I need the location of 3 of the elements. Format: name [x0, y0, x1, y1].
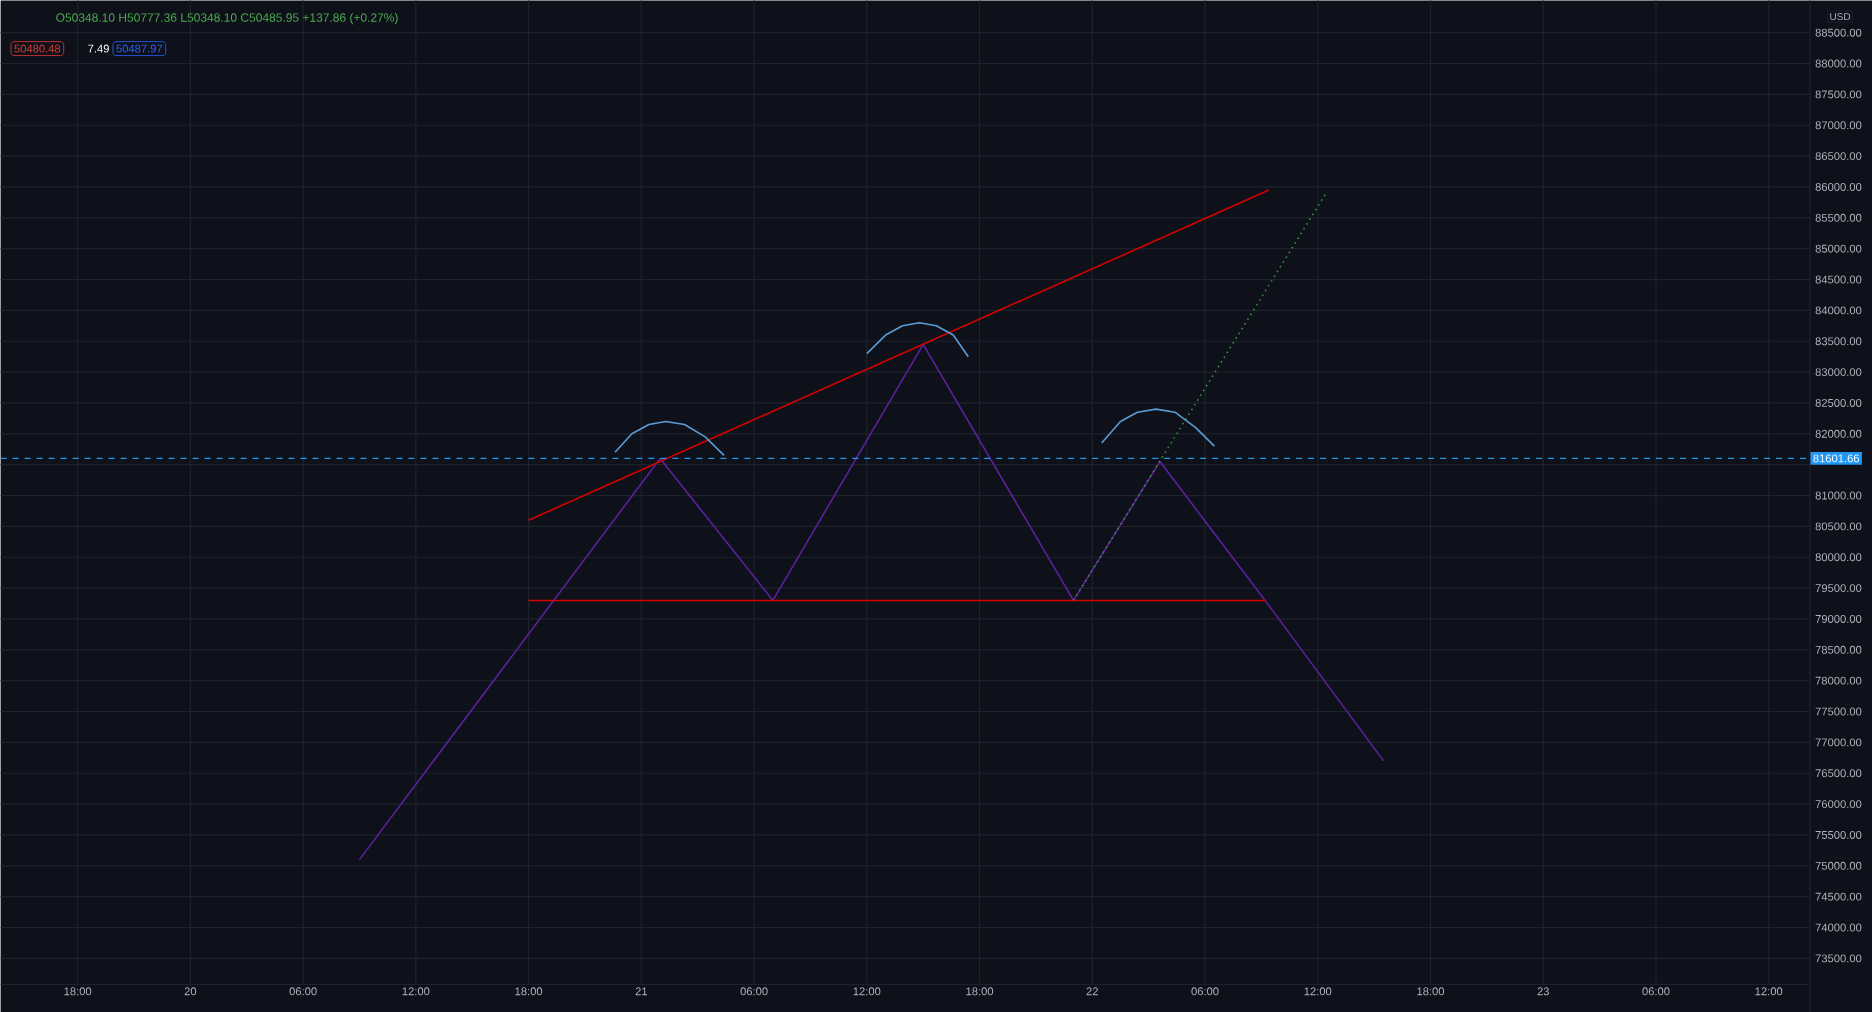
- line-series: [866, 321, 970, 358]
- line-series: [614, 420, 725, 456]
- line-series: [1100, 407, 1216, 447]
